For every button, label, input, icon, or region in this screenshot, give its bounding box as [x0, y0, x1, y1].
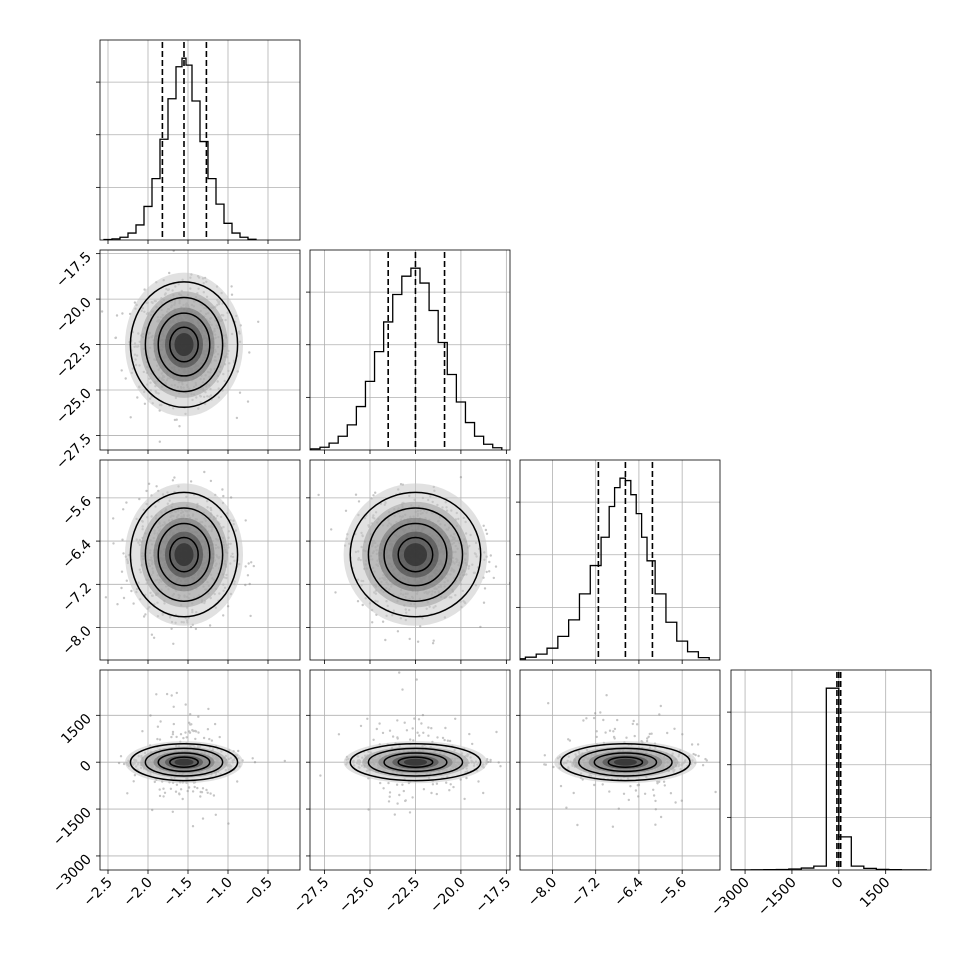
x-tick-label: −1.0	[200, 875, 235, 910]
contour-line	[129, 491, 239, 618]
density-layer	[543, 694, 717, 828]
density-layer	[317, 476, 510, 645]
scatter-panel-0-2: −8.0 −7.2 −6.4 −5.6	[59, 459, 301, 664]
y-tick-label: −27.5	[53, 431, 95, 473]
contour-line	[349, 743, 482, 782]
contour-line	[144, 747, 224, 777]
panel-frame	[99, 669, 301, 871]
contour-line	[367, 747, 464, 777]
y-tick-label: −7.2	[59, 580, 94, 615]
contour-line	[607, 756, 644, 768]
x-tick-label: −1.5	[160, 875, 195, 910]
density-fill	[174, 758, 194, 766]
density-fill	[174, 543, 194, 567]
contour-line	[144, 507, 224, 602]
histogram-panel-3: −3000 −1500 0 1500	[708, 669, 932, 920]
y-tick-label: −1500	[50, 805, 95, 850]
y-tick-label: −20.0	[53, 295, 95, 337]
density-fill	[174, 332, 194, 357]
contour-line	[144, 296, 224, 393]
contour-line	[157, 752, 211, 773]
scatter-panel-1-3: −27.5 −25.0 −22.5 −20.0 −17.5	[291, 669, 515, 917]
density-fill	[403, 543, 428, 567]
x-tick-label: 1500	[857, 875, 894, 912]
x-tick-label: −22.5	[382, 875, 424, 917]
contour-line	[383, 522, 448, 587]
density-layer	[117, 691, 287, 828]
y-tick-label: 1500	[58, 711, 95, 748]
density-layer	[100, 250, 260, 443]
panel-frame	[309, 459, 511, 661]
panel-frame	[99, 249, 301, 451]
density-layer	[319, 671, 502, 816]
contour-line	[397, 536, 434, 573]
contour-line	[169, 326, 199, 363]
panel-frame	[519, 459, 721, 661]
density-fill	[613, 758, 637, 766]
x-tick-label: −7.2	[568, 875, 603, 910]
contour-line	[129, 281, 239, 409]
contour-line	[169, 536, 199, 573]
x-tick-label: −6.4	[611, 874, 646, 909]
contour-line	[578, 747, 673, 777]
panel-frame	[309, 249, 511, 451]
histogram-step-line	[731, 687, 927, 870]
x-tick-label: −20.0	[427, 875, 469, 917]
y-tick-label: −8.0	[59, 623, 94, 658]
contour-line	[383, 752, 448, 773]
x-tick-label: −5.6	[655, 874, 690, 909]
x-tick-label: −0.5	[240, 875, 275, 910]
scatter-panel-2-3: −8.0 −7.2 −6.4 −5.6	[516, 669, 721, 910]
contour-line	[129, 743, 239, 782]
density-fill	[403, 758, 428, 766]
contour-line	[397, 756, 434, 768]
contour-line	[157, 312, 211, 377]
panel-frame	[309, 669, 511, 871]
x-tick-label: −2.0	[120, 875, 155, 910]
x-tick-label: −25.0	[336, 875, 378, 917]
x-tick-label: −17.5	[473, 875, 515, 917]
y-tick-label: −17.5	[53, 249, 95, 291]
histogram-step-line	[310, 267, 503, 450]
panel-frame	[99, 459, 301, 661]
x-tick-label: −27.5	[291, 875, 333, 917]
x-tick-label: −8.0	[525, 875, 560, 910]
panel-frame	[99, 39, 301, 241]
panel-frame	[730, 669, 932, 871]
contour-line	[349, 491, 482, 618]
density-layer	[104, 470, 256, 645]
contour-line	[169, 756, 199, 768]
contour-line	[157, 522, 211, 587]
x-tick-label: −1500	[755, 875, 800, 920]
x-tick-label: −3000	[708, 875, 753, 920]
contour-line	[593, 752, 658, 773]
histogram-step-line	[103, 57, 257, 240]
contour-line	[367, 507, 464, 602]
y-tick-label: 0	[77, 758, 95, 776]
histogram-panel-1	[306, 249, 511, 454]
y-tick-label: −6.4	[59, 537, 94, 572]
x-tick-label: −2.5	[80, 875, 115, 910]
plot-root: −3000 −1500 0 1500−27.5−25.0−22.5−20.0−17.5…	[50, 39, 932, 920]
histogram-step-line	[520, 477, 710, 660]
contour-line	[560, 743, 691, 782]
histogram-panel-2	[516, 459, 721, 664]
panel-frame	[519, 669, 721, 871]
x-tick-label: 0	[829, 875, 847, 893]
y-tick-label: −22.5	[53, 340, 95, 382]
y-tick-label: −5.6	[59, 493, 94, 528]
y-tick-label: −25.0	[53, 386, 95, 428]
histogram-panel-0	[96, 39, 301, 244]
scatter-panel-1-2	[306, 459, 511, 664]
scatter-panel-0-1: −27.5−25.0−22.5−20.0−17.5	[53, 249, 301, 473]
